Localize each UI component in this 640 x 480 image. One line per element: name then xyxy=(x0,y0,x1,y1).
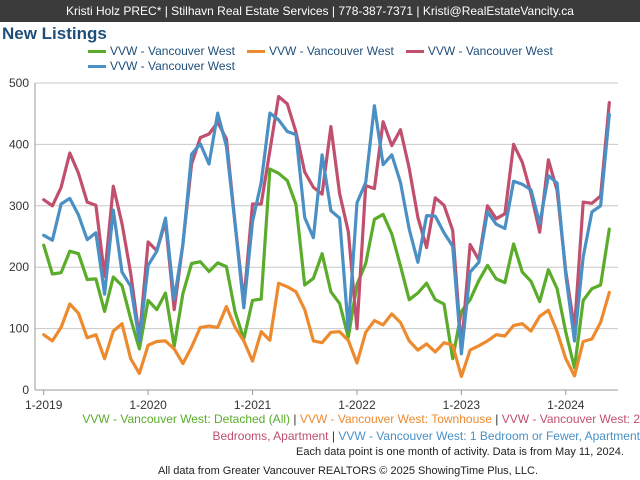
x-tick-label: 1-2019 xyxy=(25,398,63,412)
series-caption-line-2: Bedrooms, Apartment | VVW - Vancouver We… xyxy=(0,429,640,443)
series-line-4 xyxy=(42,104,611,356)
caption-segment: Bedrooms, Apartment xyxy=(212,429,329,443)
legend-item-1: VVW - Vancouver West xyxy=(88,44,235,59)
series-line-2 xyxy=(42,281,611,379)
y-tick-label: 300 xyxy=(9,199,29,213)
series-lines xyxy=(42,94,611,379)
legend-swatch xyxy=(88,50,106,54)
x-tick-label: 1-2020 xyxy=(129,398,167,412)
caption-segment: | xyxy=(491,412,502,426)
caption-segment: | xyxy=(290,412,300,426)
legend-swatch xyxy=(88,65,106,69)
legend-label: VVW - Vancouver West xyxy=(110,44,235,58)
series-line-1 xyxy=(42,167,611,370)
series-caption-line-1: VVW - Vancouver West: Detached (All) | V… xyxy=(0,412,640,426)
caption-segment: | xyxy=(328,429,339,443)
caption-segment: VVW - Vancouver West: 2 xyxy=(501,412,640,426)
legend-item-4: VVW - Vancouver West xyxy=(88,59,235,74)
chart-title: New Listings xyxy=(2,24,107,43)
legend-label: VVW - Vancouver West xyxy=(268,44,394,58)
y-tick-label: 500 xyxy=(9,76,29,90)
y-tick-label: 0 xyxy=(22,383,29,397)
data-note: Each data point is one month of activity… xyxy=(296,446,624,458)
y-axis: 0 100 200 300 400 500 xyxy=(9,76,36,397)
legend-swatch xyxy=(246,50,265,54)
legend-item-3: VVW - Vancouver West xyxy=(405,44,553,59)
caption-segment: VVW - Vancouver West: Townhouse xyxy=(299,412,492,426)
grid-lines xyxy=(35,82,618,391)
x-tick-label: 1-2021 xyxy=(234,398,272,412)
legend-swatch xyxy=(405,50,424,54)
caption-segment: VVW - Vancouver West: 1 Bedroom or Fewer… xyxy=(338,429,640,443)
y-tick-label: 200 xyxy=(9,260,29,274)
legend-label: VVW - Vancouver West xyxy=(427,44,553,58)
legend-item-2: VVW - Vancouver West xyxy=(246,44,394,59)
x-axis: 1-2019 1-2020 1-2021 1-2022 1-2023 1-2024 xyxy=(25,389,618,412)
x-tick-label: 1-2023 xyxy=(443,398,481,412)
y-tick-label: 400 xyxy=(9,137,29,151)
y-tick-label: 100 xyxy=(9,322,29,336)
contact-banner: Kristi Holz PREC* | Stilhavn Real Estate… xyxy=(0,0,640,22)
x-tick-label: 1-2022 xyxy=(338,398,376,412)
legend-label: VVW - Vancouver West xyxy=(110,59,235,73)
x-tick-label: 1-2024 xyxy=(547,398,585,412)
caption-segment: VVW - Vancouver West: Detached (All) xyxy=(82,412,291,426)
chart-legend: VVW - Vancouver West VVW - Vancouver West… xyxy=(88,44,568,74)
data-source: All data from Greater Vancouver REALTORS… xyxy=(158,465,539,477)
